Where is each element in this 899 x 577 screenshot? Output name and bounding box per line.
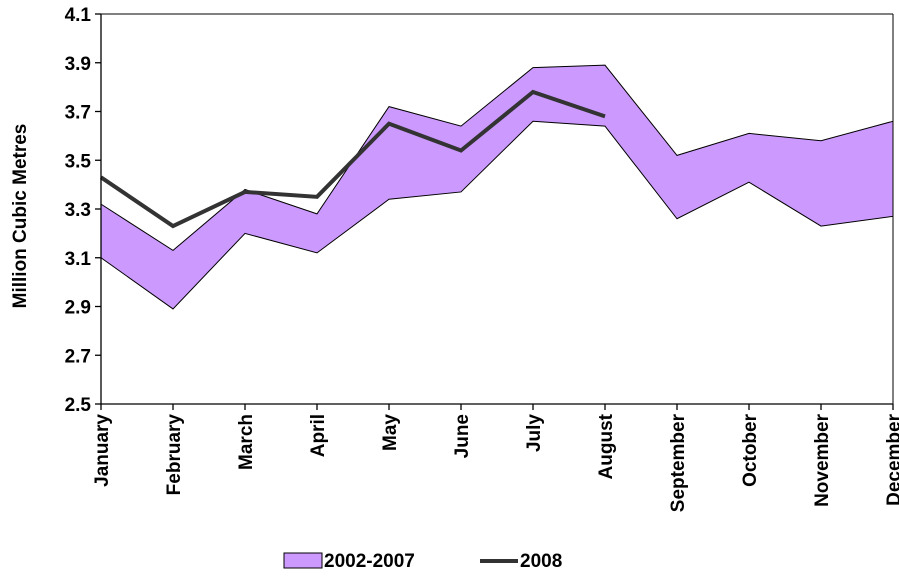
legend-label-2008: 2008 xyxy=(520,551,562,572)
y-axis-title: Million Cubic Metres xyxy=(10,124,31,309)
y-tick-label: 2.5 xyxy=(65,395,92,416)
x-tick-label: December xyxy=(884,413,899,505)
legend: 2002-2007 2008 xyxy=(283,551,562,572)
y-tick-label: 4.1 xyxy=(65,5,92,26)
y-tick-label: 3.3 xyxy=(65,200,91,221)
series-line-2008 xyxy=(99,89,606,229)
x-ticks: January February March April May June July Augu… xyxy=(92,404,899,512)
x-tick-label: August xyxy=(596,413,617,479)
y-tick-label: 3.1 xyxy=(65,249,92,270)
range-band-layer xyxy=(100,64,894,310)
x-tick-label: May xyxy=(380,414,401,451)
x-tick-label: November xyxy=(812,413,833,507)
y-tick-label: 2.9 xyxy=(65,298,91,319)
x-tick-label: March xyxy=(236,414,257,470)
y-tick-label: 3.5 xyxy=(65,151,92,172)
axes xyxy=(100,13,894,405)
y-tick-label: 3.7 xyxy=(65,103,91,124)
x-tick-label: April xyxy=(308,414,329,457)
legend-swatch-2002-2007 xyxy=(283,552,323,569)
x-tick-label: July xyxy=(524,414,545,452)
x-tick-label: June xyxy=(452,414,473,458)
x-tick-label: October xyxy=(740,413,761,486)
y-ticks: 2.5 2.7 2.9 3.1 3.3 3.5 3.7 3.9 4.1 xyxy=(65,5,101,416)
x-tick-label: January xyxy=(92,414,113,487)
x-tick-label: February xyxy=(164,414,185,496)
y-tick-label: 3.9 xyxy=(65,54,91,75)
x-tick-label: September xyxy=(668,413,689,512)
y-tick-label: 2.7 xyxy=(65,346,91,367)
legend-label-2002-2007: 2002-2007 xyxy=(324,551,415,572)
line-layer xyxy=(99,89,606,229)
range-band-2002-2007 xyxy=(100,64,894,310)
